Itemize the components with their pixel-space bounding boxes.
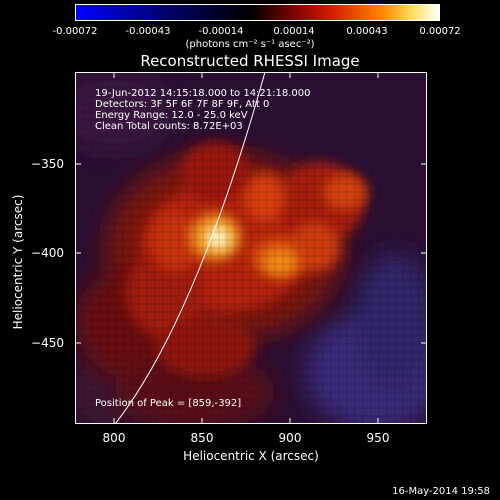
y-axis-label: Heliocentric Y (arcsec) <box>11 194 25 330</box>
info-time: 19-Jun-2012 14:15:18.000 to 14:21:18.000 <box>95 88 311 99</box>
y-tick-label: −400 <box>31 246 64 260</box>
info-detectors: Detectors: 3F 5F 6F 7F 8F 9F, Att 0 <box>95 99 270 110</box>
y-tick-label: −350 <box>31 157 64 171</box>
x-tick-label: 900 <box>278 431 302 445</box>
y-tick-label: −450 <box>31 336 64 350</box>
x-tick-label: 950 <box>366 431 390 445</box>
x-tick-label: 850 <box>190 431 214 445</box>
colorbar-units: (photons cm⁻² s⁻¹ asec⁻²) <box>185 39 315 50</box>
datestamp: 16-May-2014 19:58 <box>392 486 490 497</box>
colorbar-tick: -0.00043 <box>125 26 171 37</box>
peak-position-label: Position of Peak = [859,-392] <box>95 398 242 409</box>
colorbar <box>75 4 440 21</box>
colorbar-tick: 0.00014 <box>273 26 315 37</box>
solar-limb-line <box>114 72 266 424</box>
info-energy: Energy Range: 12.0 - 25.0 keV <box>95 110 248 121</box>
info-clean: Clean Total counts: 8.72E+03 <box>95 121 243 132</box>
colorbar-tick: -0.00014 <box>198 26 244 37</box>
solar-map <box>75 72 427 424</box>
colorbar-tick: -0.00072 <box>52 26 98 37</box>
image-title: Reconstructed RHESSI Image <box>140 52 360 70</box>
x-axis-label: Heliocentric X (arcsec) <box>183 449 319 463</box>
colorbar-tick: 0.00043 <box>346 26 388 37</box>
map-image <box>75 72 427 424</box>
colorbar-tick: 0.00072 <box>419 26 461 37</box>
x-tick-label: 800 <box>102 431 126 445</box>
